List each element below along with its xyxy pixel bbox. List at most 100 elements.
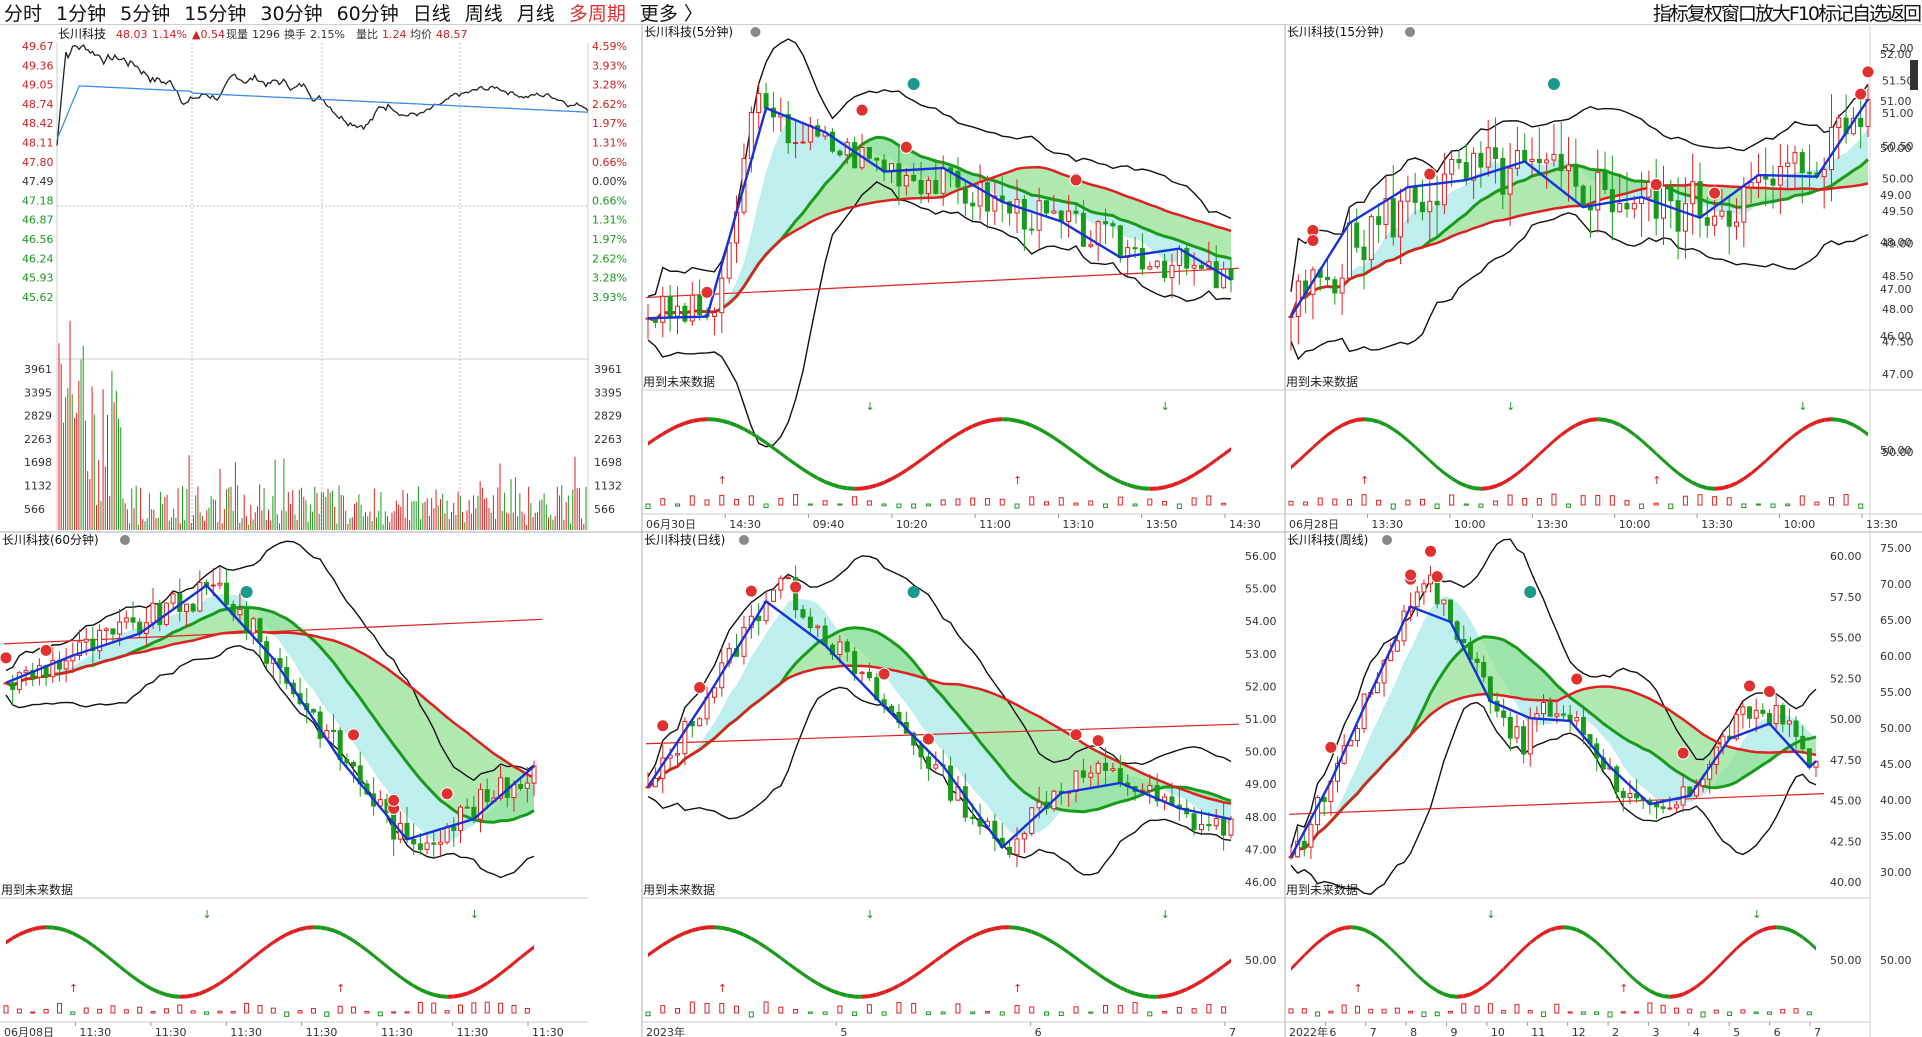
panel-weekly-xlabel: 9 (1451, 1026, 1458, 1037)
panel-60min-xlabel: 11:30 (230, 1026, 262, 1037)
panel-60min-candle-body (50, 659, 56, 678)
period-tab-9[interactable]: 多周期 (568, 2, 626, 25)
panel-5min-candle-body (1044, 200, 1050, 214)
panel-60min-sub-wave-seg (346, 934, 354, 943)
panel-weekly-sub-wave-seg (1762, 925, 1770, 932)
panel-15min-sub-wave-seg (1510, 471, 1518, 481)
period-tab-10[interactable]: 更多 〉 (639, 2, 703, 25)
panel-5min-sub-hist (896, 503, 902, 509)
panel-daily-boll-upper (647, 555, 1232, 778)
panel-weekly-sub-wave-seg (1583, 930, 1591, 940)
panel-60min-ma-long (5, 630, 535, 779)
panel-5min-sub-wave-seg (1105, 472, 1113, 481)
period-tab-1[interactable]: 1分钟 (56, 2, 107, 25)
panel-60min-sub-wave-seg (280, 932, 287, 941)
panel-daily-sub-wave-seg (1090, 966, 1099, 977)
panel-15min-candle-body (1690, 181, 1696, 205)
period-tab-5[interactable]: 60分钟 (336, 2, 399, 25)
period-tab-8[interactable]: 月线 (516, 2, 555, 25)
panel-daily-sub-hist (984, 1011, 990, 1014)
panel-15min-candle-body (1770, 178, 1776, 186)
panel-15min-candle-body (1376, 216, 1382, 225)
intraday-chg: ▲0.54 (192, 28, 225, 41)
panel-daily-candle-body (807, 616, 813, 629)
period-tab-3[interactable]: 15分钟 (184, 2, 247, 25)
panel-15min-sub-arrow-icon: ↑ (1360, 474, 1369, 487)
panel-daily-tick: 54.00 (1245, 615, 1277, 628)
period-tab-4[interactable]: 30分钟 (260, 2, 323, 25)
panel-60min-sub-wave-seg (513, 955, 521, 965)
panel-daily-candle-body (1198, 823, 1204, 831)
period-tab-7[interactable]: 周线 (464, 2, 503, 25)
panel-weekly-candle-body (1394, 640, 1400, 652)
panel-daily-sub-hist (704, 1002, 710, 1014)
panel-weekly-candle-body (1547, 702, 1553, 717)
panel-weekly-candle-body (1733, 713, 1739, 740)
panel-5min-sub-wave-seg (854, 486, 863, 491)
panel-5min-sub-wave-seg (751, 431, 759, 440)
panel-weekly-sub-hist (1421, 1011, 1427, 1017)
panel-15min-candle-body (1682, 203, 1688, 232)
panel-15min-sub-hist (1566, 503, 1572, 508)
panel-daily-sub-arrow-icon: ↑ (1013, 982, 1022, 995)
panel-5min-candle-body (1213, 261, 1219, 289)
panel-weekly-sub-wave-seg (1510, 953, 1517, 965)
panel-15min-sub-wave-seg (1721, 484, 1730, 491)
intraday-vol-tick: 3395 (24, 386, 52, 399)
panel-5min-candle-body (933, 179, 939, 194)
panel-weekly-ma-long (1290, 685, 1817, 858)
intraday-price-tick: 46.56 (22, 233, 54, 246)
period-tab-2[interactable]: 5分钟 (120, 2, 171, 25)
panel-5min-candle-body (1228, 268, 1234, 281)
intraday-price-tick: 46.87 (22, 214, 54, 227)
panel-15min-tick: 51.50 (1882, 75, 1914, 88)
panel-5min-candle-body (793, 142, 799, 145)
panel-15min-signal-icon (1708, 186, 1722, 200)
panel-weekly-tick: 52.50 (1830, 672, 1862, 685)
panel-15min-sub-hist (1726, 497, 1732, 506)
panel-5min-sub-wave-seg (1208, 457, 1217, 468)
panel-60min-sub-hist (431, 1002, 437, 1014)
panel-daily-sub-hist (1132, 1002, 1138, 1014)
panel-15min-sub-hist (1580, 495, 1586, 506)
panel-15min-sub-wave-seg (1320, 432, 1328, 443)
panel-60min-candle-body (244, 609, 250, 634)
panel-weekly-candle-body (1766, 712, 1772, 725)
period-tab-6[interactable]: 日线 (412, 2, 451, 25)
panel-daily-sub-wave-seg (662, 938, 671, 947)
panel-5min-candle-body (1103, 221, 1109, 225)
panel-5min-sub-hist (719, 494, 725, 506)
panel-daily-sub-wave-seg (928, 958, 936, 968)
panel-daily-sub-hist (852, 1011, 858, 1016)
right-tools-label[interactable]: 指标复权窗口放大F10标记自选返回 (1652, 2, 1922, 25)
panel-daily-sub-hist (1103, 1005, 1109, 1014)
panel-daily-tick: 51.00 (1245, 713, 1277, 726)
panel-15min-sub-wave-seg (1466, 484, 1474, 491)
panel-15min-sub-wave-seg (1670, 465, 1679, 476)
panel-weekly-candle-body (1527, 717, 1533, 755)
panel-daily-sub-wave-seg (1120, 985, 1128, 994)
panel-15min-sub-hist (1755, 503, 1761, 506)
panel-weekly-sub-wave-seg (1669, 994, 1677, 999)
panel-60min-candle-body (417, 843, 423, 850)
panel-15min-candle-body (1551, 153, 1557, 161)
right-axis-tick2: 35.00 (1880, 830, 1912, 843)
right-toolbar[interactable]: 指标复权窗口放大F10标记自选返回 (1652, 0, 1922, 25)
intraday-pct-tick: 1.97% (592, 117, 627, 130)
panel-5min-candle-body (903, 174, 909, 187)
panel-60min-sub-hist (137, 1006, 143, 1014)
panel-daily-candle-body (948, 765, 954, 801)
panel-5min-sub-wave-seg (832, 482, 840, 489)
panel-15min-tick: 47.00 (1882, 368, 1914, 381)
panel-weekly-sub-wave-seg (1576, 927, 1584, 935)
panel-5min-sub-hist (866, 500, 872, 506)
panel-daily-sub-wave-seg (1216, 963, 1224, 974)
panel-5min-sub-wave-seg (950, 431, 958, 441)
panel-60min-sub-wave-seg (39, 925, 47, 930)
period-tab-0[interactable]: 分时 (4, 2, 43, 25)
panel-15min-candle-body (1697, 181, 1703, 219)
panel-15min-sub-arrow-icon: ↓ (1506, 400, 1515, 413)
panel-weekly-sub-wave-seg (1443, 992, 1451, 999)
panel-15min-candle-body (1354, 222, 1360, 248)
panel-weekly-candle-body (1447, 599, 1453, 623)
